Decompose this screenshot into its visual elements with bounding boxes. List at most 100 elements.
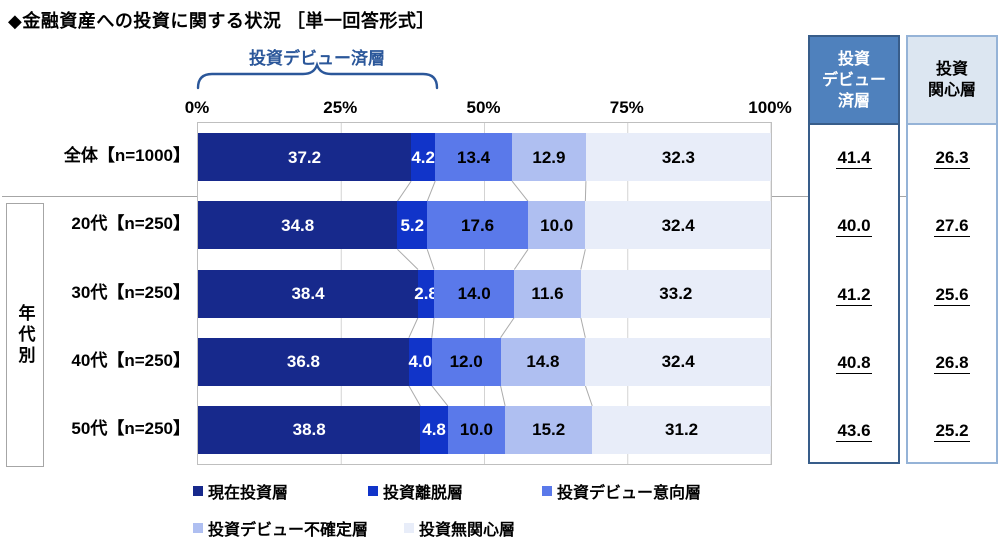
segment-value-label: 4.2 (411, 147, 435, 167)
legend-swatch-icon (404, 523, 414, 533)
bar-segment: 15.2 (505, 405, 593, 454)
axis-tick-label: 100% (748, 98, 792, 117)
bar-segment: 12.0 (431, 337, 501, 386)
bar-row: 34.8 5.2 17.6 10.0 32.4 (198, 201, 771, 250)
segment-value-label: 38.4 (291, 284, 325, 303)
bar-segment: 38.4 (198, 269, 419, 318)
bar-segment: 10.0 (447, 405, 506, 454)
segment-value-label: 5.2 (400, 215, 425, 235)
legend-swatch-icon (368, 486, 378, 496)
bar-segment: 32.4 (585, 201, 771, 250)
segment-value-label: 4.8 (422, 420, 446, 440)
segment-value-label: 37.2 (288, 147, 322, 167)
legend-item: 投資離脱層 (368, 481, 464, 502)
bar-segment: 37.2 (198, 133, 412, 182)
segment-value-label: 11.6 (531, 284, 564, 303)
summary-value: 41.4 (836, 148, 872, 170)
legend-swatch-icon (193, 486, 203, 496)
segment-value-label: 32.3 (661, 147, 695, 167)
summary-value: 26.3 (934, 148, 970, 170)
segment-value-label: 34.8 (281, 215, 315, 235)
summary-value: 40.0 (836, 216, 872, 238)
legend-swatch-icon (542, 486, 552, 496)
legend-item: 投資デビュー意向層 (542, 481, 702, 502)
segment-value-label: 14.8 (526, 352, 560, 372)
legend-label: 投資無関心層 (419, 522, 516, 539)
segment-value-label: 33.2 (659, 284, 693, 303)
bar-row: 37.2 4.2 13.4 12.9 32.3 (198, 133, 771, 182)
bar-segment: 11.6 (514, 269, 581, 318)
bar-segment: 13.4 (435, 133, 512, 182)
plot-area: 37.2 4.2 13.4 12.9 32.3 34.8 5.2 17.6 10.0 32.4 38… (197, 122, 772, 465)
row-label: 30代【n=250】 (71, 282, 190, 302)
summary-value: 43.6 (836, 420, 872, 442)
segment-value-label: 10.0 (459, 420, 493, 440)
axis-tick-label: 0% (184, 98, 210, 117)
bar-segment: 4.0 (408, 337, 433, 386)
axis-tick-label: 25% (323, 98, 358, 117)
summary-value: 25.6 (934, 284, 970, 306)
row-label: 40代【n=250】 (71, 350, 190, 370)
summary-value: 27.6 (934, 216, 970, 238)
row-label: 全体【n=1000】 (63, 146, 190, 166)
bar-segment: 17.6 (427, 201, 529, 250)
legend-swatch-icon (193, 523, 203, 533)
segment-value-label: 15.2 (532, 420, 566, 440)
summary-panel-header: 投資 関心層 (908, 37, 996, 125)
bar-segment: 14.0 (434, 269, 515, 318)
segment-value-label: 17.6 (461, 215, 495, 235)
group-box: 年代別 (6, 203, 44, 467)
segment-value-label: 32.4 (661, 352, 695, 372)
legend-item: 現在投資層 (193, 481, 289, 502)
row-label: 20代【n=250】 (71, 214, 190, 234)
bar-row: 38.8 4.8 10.0 15.2 31.2 (198, 405, 771, 454)
bar-segment: 5.2 (397, 201, 428, 250)
legend-item: 投資無関心層 (404, 518, 516, 539)
bar-segment: 36.8 (198, 337, 409, 386)
bar-segment: 12.9 (511, 133, 586, 182)
bar-segment: 32.4 (585, 337, 771, 386)
bar-row: 38.4 2.8 14.0 11.6 33.2 (198, 269, 771, 318)
legend-label: 投資デビュー意向層 (557, 485, 702, 502)
segment-value-label: 32.4 (661, 215, 695, 235)
legend-item: 投資デビュー不確定層 (193, 518, 369, 539)
legend-label: 現在投資層 (208, 485, 289, 502)
row-label: 50代【n=250】 (71, 418, 190, 438)
axis-tick-label: 75% (609, 98, 644, 117)
legend-label: 投資デビュー不確定層 (208, 522, 369, 539)
segment-value-label: 12.9 (532, 147, 566, 167)
bar-segment: 10.0 (528, 201, 586, 250)
axis-tick-label: 50% (466, 98, 501, 117)
bar-segment: 14.8 (500, 337, 586, 386)
bar-segment: 32.3 (585, 133, 771, 182)
summary-value: 40.8 (836, 352, 872, 374)
segment-value-label: 12.0 (449, 352, 483, 372)
segment-value-label: 13.4 (457, 147, 491, 167)
segment-value-label: 14.0 (457, 284, 491, 303)
summary-panel: 投資 関心層 26.3 27.6 25.6 26.8 25.2 (906, 35, 998, 464)
segment-value-label: 2.8 (414, 284, 438, 303)
bar-row: 36.8 4.0 12.0 14.8 32.4 (198, 337, 771, 386)
segment-value-label: 4.0 (408, 352, 433, 372)
bracket-label: 投資デビュー済層 (249, 49, 385, 68)
summary-panel-header: 投資 デビュー 済層 (810, 37, 898, 125)
bar-segment: 38.8 (198, 405, 421, 454)
bar-segment: 2.8 (414, 269, 438, 318)
summary-value: 41.2 (836, 284, 872, 306)
bar-segment: 31.2 (592, 405, 771, 454)
legend-label: 投資離脱層 (383, 485, 464, 502)
segment-value-label: 31.2 (665, 420, 699, 440)
page-title: ◆金融資産への投資に関する状況 ［単一回答形式］ (8, 11, 435, 31)
bar-segment: 34.8 (198, 201, 398, 250)
segment-value-label: 36.8 (286, 352, 320, 372)
segment-value-label: 10.0 (540, 215, 574, 235)
bar-segment: 4.2 (411, 133, 436, 182)
group-label: 年代別 (15, 303, 35, 367)
summary-value: 25.2 (934, 420, 970, 442)
summary-panel: 投資 デビュー 済層 41.4 40.0 41.2 40.8 43.6 (808, 35, 900, 464)
bar-segment: 4.8 (420, 405, 448, 454)
summary-value: 26.8 (934, 352, 970, 374)
bar-segment: 33.2 (580, 269, 771, 318)
segment-value-label: 38.8 (292, 420, 326, 440)
